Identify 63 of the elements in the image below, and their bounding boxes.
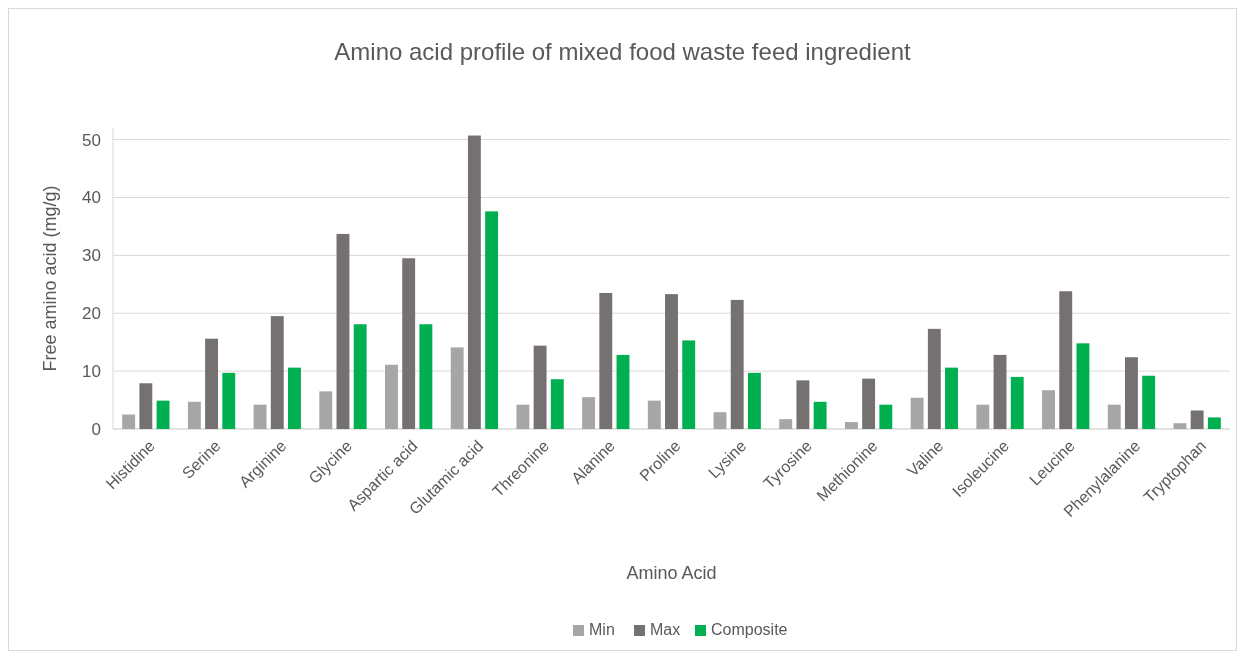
chart-title: Amino acid profile of mixed food waste feed ingredient <box>334 38 911 65</box>
bar <box>1010 376 1024 429</box>
bar <box>467 135 481 429</box>
bar <box>1124 357 1138 429</box>
y-tick-label: 40 <box>82 188 101 208</box>
bar <box>1142 375 1156 429</box>
y-tick-label: 50 <box>82 130 101 150</box>
bar <box>879 404 893 429</box>
y-tick-label: 20 <box>82 304 101 324</box>
bar <box>139 383 153 429</box>
bar <box>730 299 744 429</box>
bar <box>156 400 170 429</box>
bar <box>253 404 267 429</box>
bar <box>122 414 136 429</box>
bar <box>779 419 793 429</box>
bar <box>796 380 810 429</box>
legend-label: Max <box>650 621 681 638</box>
bar <box>533 345 547 429</box>
bar <box>682 340 696 429</box>
bar <box>319 391 333 429</box>
bar <box>402 258 416 429</box>
bar <box>844 422 858 429</box>
bar <box>599 292 613 429</box>
bar <box>485 211 499 429</box>
bar <box>1190 410 1204 429</box>
bar <box>616 354 630 429</box>
bar <box>1207 417 1221 429</box>
bar <box>550 379 564 429</box>
y-tick-label: 0 <box>91 419 101 439</box>
bar <box>582 397 596 429</box>
bar <box>1059 291 1073 429</box>
bar <box>945 367 958 429</box>
bar <box>713 412 727 429</box>
bar <box>222 372 236 429</box>
bar <box>1042 390 1055 429</box>
bar <box>747 372 761 429</box>
bar <box>1076 343 1090 429</box>
bar <box>450 347 464 429</box>
bar <box>976 404 990 429</box>
bar <box>665 294 678 429</box>
bar <box>385 364 398 429</box>
bar <box>910 397 924 429</box>
bar <box>993 354 1007 429</box>
bar <box>862 378 876 429</box>
bar <box>419 324 433 429</box>
bar <box>205 338 219 429</box>
bar <box>288 367 301 429</box>
legend-label: Min <box>589 621 615 638</box>
bar <box>647 400 661 429</box>
y-axis-title: Free amino acid (mg/g) <box>40 185 60 372</box>
legend-label: Composite <box>711 621 788 638</box>
bar <box>927 328 941 429</box>
x-axis-title: Amino Acid <box>626 563 717 583</box>
bar <box>187 401 201 429</box>
y-tick-label: 30 <box>82 246 101 266</box>
bar <box>516 404 530 429</box>
bar <box>813 401 827 429</box>
bar <box>1173 423 1187 429</box>
bar <box>1107 404 1121 429</box>
bar <box>336 233 350 429</box>
bar <box>353 324 367 429</box>
y-tick-label: 10 <box>82 362 101 382</box>
bar <box>270 316 284 429</box>
